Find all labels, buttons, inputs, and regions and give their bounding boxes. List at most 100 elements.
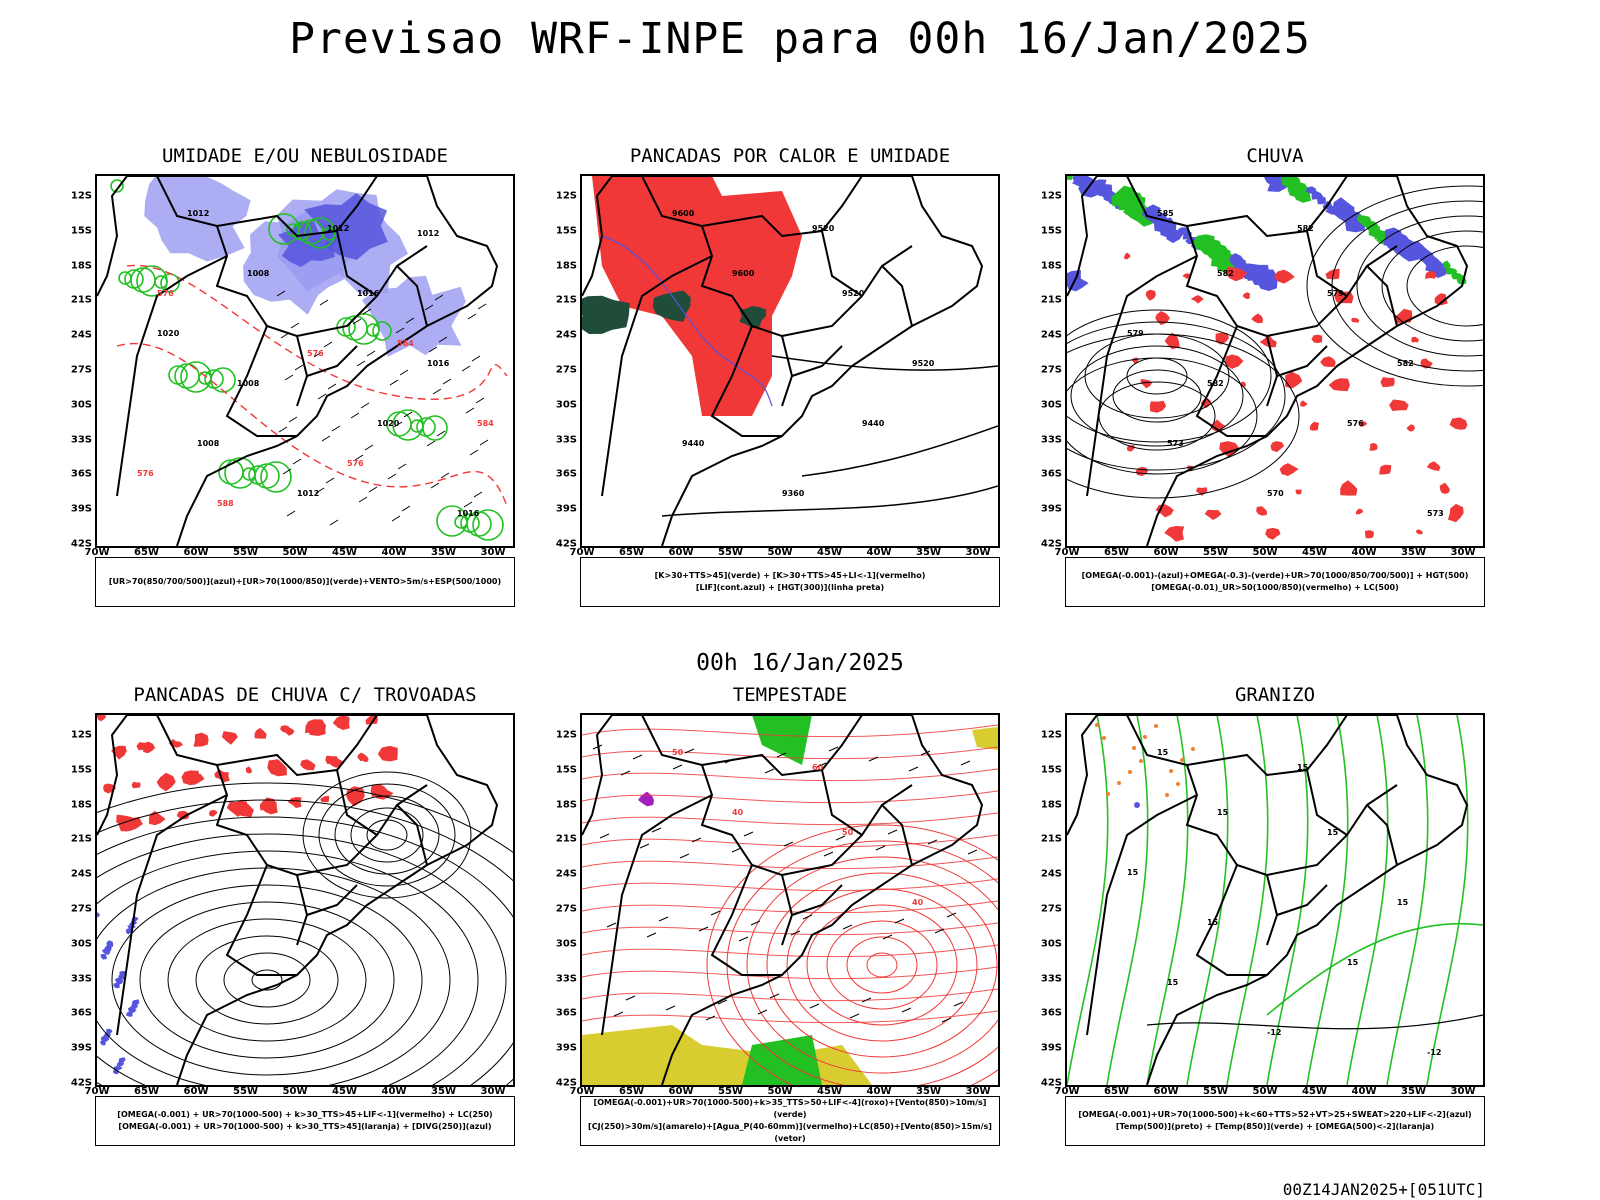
contour-label: 584 [477,419,494,428]
longitude-tick: 65W [619,1086,644,1097]
wind-green-area [752,715,812,765]
storm-red-area [283,727,295,736]
longitude-tick: 30W [480,1086,506,1097]
longitude-tick: 35W [916,547,941,558]
wind-vector [473,491,483,498]
wind-vector [705,1015,716,1021]
longitude-tick: 50W [282,1086,308,1097]
run-info-footer: 00Z14JAN2025+[051UTC] [1282,1180,1485,1199]
latitude-axis: 12S 15S 18S 21S 24S 27S 30S 33S 36S 39S 42S [1034,174,1064,550]
latitude-tick: 18S [70,260,92,272]
latitude-tick: 30S [1040,399,1062,411]
country-border [821,230,863,297]
streamline-850 [786,888,978,1042]
rain-red-area [1325,268,1340,280]
humidity-green-contour [118,271,132,285]
longitude-tick: 35W [916,1086,941,1097]
rain-area [1192,234,1215,252]
wind-vector [352,318,362,325]
forecast-map[interactable] [95,713,515,1087]
contour-label: 576 [157,289,174,298]
wind-vector [465,407,475,414]
streamline [1067,309,1272,443]
wind-vector [438,336,448,343]
humidity-green-contour [416,417,436,437]
latitude-tick: 27S [555,364,577,376]
wind-vector [284,374,294,381]
streamline-850 [582,878,998,892]
rain-red-area [1145,289,1156,301]
rain-red-area [1225,354,1244,369]
contour-label: 576 [347,459,364,468]
rain-red-area [1426,461,1441,471]
contour-label: 9440 [862,419,885,428]
humidity-green-contour [372,321,392,341]
legend-line: [CJ(250)>30m/s](amarelo)+[Agua_P(40-60mm… [588,1122,992,1143]
contour-label: 60 [812,763,824,772]
rain-red-area [1155,311,1170,326]
humidity-green-contour [386,411,412,437]
streamline-850 [582,922,998,936]
streamline [97,867,451,1085]
forecast-map[interactable]: 15 15 15 15 15 15 15 -12 -12 15 15 [1065,713,1485,1087]
country-border [1126,176,1279,407]
streamline [195,935,339,1025]
streamline [1126,357,1188,395]
country-border [821,769,863,836]
streamline [366,819,408,851]
omega-orange-dot [1106,792,1110,796]
contour-label: 579 [1127,329,1144,338]
forecast-map[interactable]: 1012 1012 1008 1016 1016 1020 1008 1012 1016 1020… [95,174,515,548]
wind-vector [321,435,331,442]
wind-vector [691,837,702,843]
storm-red-area [176,810,190,820]
latitude-tick: 15S [555,225,577,237]
rain-area [1333,197,1356,217]
wind-vector [606,922,617,928]
forecast-map[interactable]: 9600 9520 9600 9520 9520 9440 9440 9360 [580,174,1000,548]
longitude-tick: 45W [817,547,842,558]
streamline-850 [582,1010,998,1024]
latitude-axis: 12S 15S 18S 21S 24S 27S 30S 33S 36S 39S 42S [64,713,94,1089]
contour-label: 1016 [357,289,380,298]
longitude-tick: 45W [1302,547,1327,558]
forecast-map[interactable]: 585 582 582 579 582 576 573 570 573 579 582 [1065,174,1485,548]
streamline [223,952,311,1008]
wind-vector [463,501,473,508]
latitude-tick: 18S [70,799,92,811]
jet-yellow-area [972,727,998,750]
longitude-tick: 65W [134,547,159,558]
temperature-850-contour [1426,715,1469,1085]
wind-vector [315,487,325,494]
streamline [1067,357,1258,475]
longitude-tick: 40W [866,547,892,558]
humidity-green-contour [224,457,256,489]
forecast-map[interactable]: 50 60 40 50 40 [580,713,1000,1087]
omega-orange-dot [1165,793,1169,797]
rain-red-area [1164,332,1180,350]
country-border [156,176,309,407]
wind-vector [479,439,489,446]
longitude-tick: 60W [1153,1086,1179,1097]
latitude-tick: 33S [70,434,92,446]
contour-label: 564 [397,339,414,348]
wind-vector [350,412,360,419]
divergence-blue-area [113,982,120,989]
wind-vector [434,294,444,301]
wind-vector [764,768,775,774]
latitude-tick: 42S [555,1077,577,1089]
rain-red-area [1389,399,1409,411]
rain-red-area [1351,317,1360,323]
divergence-blue-area [101,1035,110,1042]
latitude-tick: 12S [1040,190,1062,202]
rain-red-area [1406,424,1415,432]
wind-vector [325,477,335,484]
humidity-blue-area [144,176,251,262]
contour-label: 1016 [427,359,450,368]
legend-line: [OMEGA(-0.001)+UR>70(1000-500)+k<60+TTS>… [1078,1110,1472,1119]
longitude-tick: 60W [668,547,694,558]
panel-legend: [UR>70(850/700/500)](azul)+[UR>70(1000/8… [95,557,515,607]
rain-red-area [1311,334,1323,344]
streamline-850 [846,936,918,994]
longitude-tick: 45W [1302,1086,1327,1097]
